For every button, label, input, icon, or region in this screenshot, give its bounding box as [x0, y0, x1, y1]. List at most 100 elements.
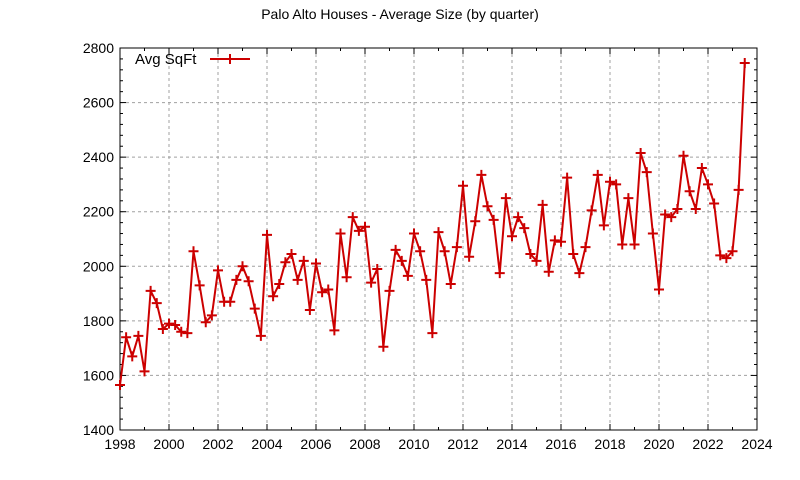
- data-point: [433, 227, 444, 238]
- data-point: [243, 276, 254, 287]
- data-point: [262, 229, 272, 240]
- data-point: [194, 280, 205, 291]
- data-point: [586, 205, 597, 216]
- legend: Avg SqFt: [135, 51, 250, 68]
- data-point: [427, 328, 438, 339]
- x-tick-label: 2000: [153, 436, 184, 452]
- x-tick-label: 2018: [594, 436, 625, 452]
- axis-ticks: 1998 2000 2002 2004 2006 2008 2010 2012 2014 2016…: [83, 40, 773, 452]
- data-point: [268, 291, 279, 302]
- data-point: [611, 179, 622, 190]
- data-point: [739, 58, 750, 69]
- x-tick-label: 2008: [349, 436, 380, 452]
- data-point: [323, 284, 334, 295]
- data-point: [598, 220, 609, 231]
- data-point: [231, 274, 242, 285]
- data-point: [476, 169, 487, 180]
- legend-marker: [225, 54, 235, 64]
- data-point: [170, 319, 181, 330]
- data-point: [537, 199, 548, 210]
- data-point: [188, 246, 199, 257]
- data-point: [678, 150, 689, 161]
- data-point: [647, 228, 658, 239]
- data-point: [133, 330, 144, 341]
- data-point: [617, 239, 628, 250]
- x-tick-label: 2004: [251, 436, 282, 452]
- y-tick-label: 1600: [83, 367, 114, 383]
- data-point: [654, 284, 664, 295]
- y-tick-label: 2000: [83, 258, 114, 274]
- data-point: [623, 193, 634, 204]
- data-point: [378, 341, 389, 352]
- data-point: [372, 264, 383, 275]
- data-point: [672, 203, 683, 214]
- series-avg-sqft: [115, 58, 750, 390]
- data-point: [396, 255, 407, 266]
- x-tick-label: 2016: [545, 436, 576, 452]
- data-point: [519, 223, 530, 234]
- x-tick-label: 2020: [643, 436, 674, 452]
- data-point: [562, 172, 573, 183]
- data-point: [666, 212, 677, 223]
- data-point: [213, 265, 223, 276]
- data-point: [543, 266, 554, 277]
- x-tick-label: 2010: [398, 436, 429, 452]
- data-point: [182, 328, 193, 339]
- data-point: [556, 236, 566, 247]
- data-point: [225, 296, 236, 307]
- data-point: [311, 258, 321, 269]
- data-point: [255, 330, 266, 341]
- data-point: [353, 225, 364, 236]
- x-tick-label: 2024: [741, 436, 772, 452]
- data-point: [115, 379, 125, 390]
- data-point: [341, 272, 352, 283]
- data-point: [488, 214, 499, 225]
- data-point: [151, 298, 162, 309]
- data-point: [549, 235, 560, 246]
- grid: [120, 48, 757, 430]
- data-point: [684, 186, 695, 197]
- x-tick-label: 2006: [300, 436, 331, 452]
- y-tick-label: 1400: [83, 422, 114, 438]
- data-point: [402, 270, 413, 281]
- data-point: [715, 250, 726, 261]
- data-point: [384, 285, 395, 296]
- y-tick-label: 2600: [83, 95, 114, 111]
- data-point: [366, 277, 377, 288]
- data-point: [286, 249, 297, 260]
- data-point: [157, 324, 168, 335]
- data-point: [727, 246, 738, 257]
- data-point: [347, 212, 358, 223]
- data-point: [415, 246, 426, 257]
- data-point: [145, 285, 156, 296]
- data-point: [127, 351, 138, 362]
- data-point: [703, 179, 713, 190]
- y-tick-label: 1800: [83, 313, 114, 329]
- data-point: [696, 163, 707, 174]
- data-point: [451, 242, 462, 253]
- data-point: [274, 279, 285, 290]
- data-point: [531, 255, 542, 266]
- data-point: [206, 310, 217, 321]
- x-tick-label: 1998: [104, 436, 135, 452]
- y-tick-label: 2400: [83, 149, 114, 165]
- data-point: [507, 231, 517, 242]
- data-point: [525, 249, 536, 260]
- data-point: [464, 251, 475, 262]
- data-point: [335, 228, 346, 239]
- data-point: [580, 242, 591, 253]
- data-point: [494, 268, 505, 279]
- x-tick-label: 2002: [202, 436, 233, 452]
- data-point: [482, 201, 493, 212]
- x-tick-label: 2022: [692, 436, 723, 452]
- data-point: [709, 198, 720, 209]
- data-point: [439, 246, 450, 257]
- data-point: [292, 274, 303, 285]
- x-tick-label: 2014: [496, 436, 527, 452]
- data-point: [280, 257, 291, 268]
- data-point: [298, 255, 309, 266]
- data-point: [249, 303, 260, 314]
- data-point: [513, 212, 524, 223]
- data-point: [458, 180, 468, 191]
